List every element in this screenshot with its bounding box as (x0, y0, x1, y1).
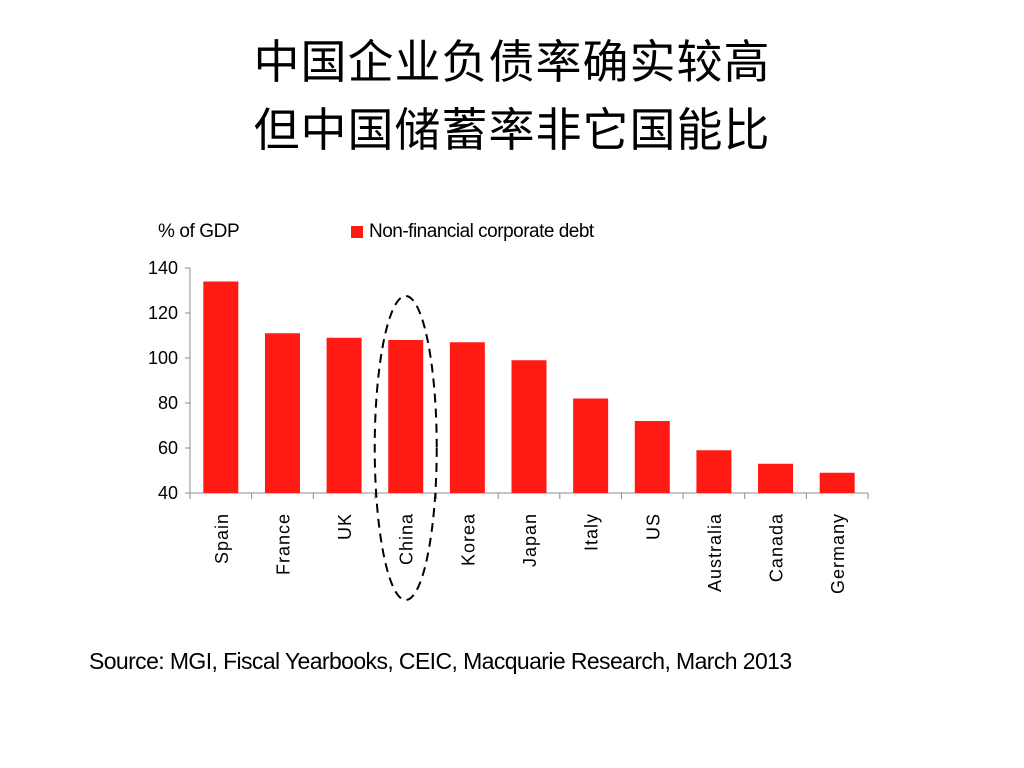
y-tick-label: 80 (158, 393, 178, 413)
x-tick-label-uk: UK (335, 513, 355, 540)
bar-germany (819, 472, 855, 493)
y-axis-unit-label: % of GDP (158, 221, 240, 242)
y-tick-label: 60 (158, 438, 178, 458)
bar-spain (203, 281, 239, 493)
x-tick-label-china: China (397, 513, 417, 565)
y-tick-label: 120 (148, 303, 178, 323)
source-note: Source: MGI, Fiscal Yearbooks, CEIC, Mac… (89, 648, 792, 674)
x-tick-label-france: France (273, 513, 293, 575)
x-tick-label-australia: Australia (705, 513, 725, 592)
bar-uk (326, 337, 362, 493)
x-tick-label-spain: Spain (212, 513, 232, 564)
slide-title-line-2: 但中国储蓄率非它国能比 (253, 103, 771, 157)
y-tick-label: 140 (148, 258, 178, 278)
legend-label: Non-financial corporate debt (369, 221, 594, 242)
bar-italy (573, 398, 609, 493)
bar-australia (696, 450, 732, 493)
bar-us (634, 421, 670, 493)
x-tick-label-korea: Korea (458, 513, 478, 566)
legend-swatch (351, 226, 363, 238)
x-tick-label-italy: Italy (582, 513, 602, 551)
bar-france (264, 333, 300, 493)
slide-title-line-1: 中国企业负债率确实较高 (253, 35, 771, 89)
x-tick-label-germany: Germany (828, 513, 848, 594)
highlight-ellipse (373, 295, 438, 601)
x-tick-label-us: US (643, 513, 663, 540)
y-tick-label: 100 (148, 348, 178, 368)
bar-korea (449, 342, 485, 493)
bar-japan (511, 360, 547, 493)
chart-legend: Non-financial corporate debt (351, 221, 594, 243)
bar-china (388, 340, 424, 493)
bar-canada (758, 463, 794, 493)
x-tick-label-japan: Japan (520, 513, 540, 567)
x-tick-label-canada: Canada (767, 513, 787, 582)
y-tick-label: 40 (158, 483, 178, 503)
